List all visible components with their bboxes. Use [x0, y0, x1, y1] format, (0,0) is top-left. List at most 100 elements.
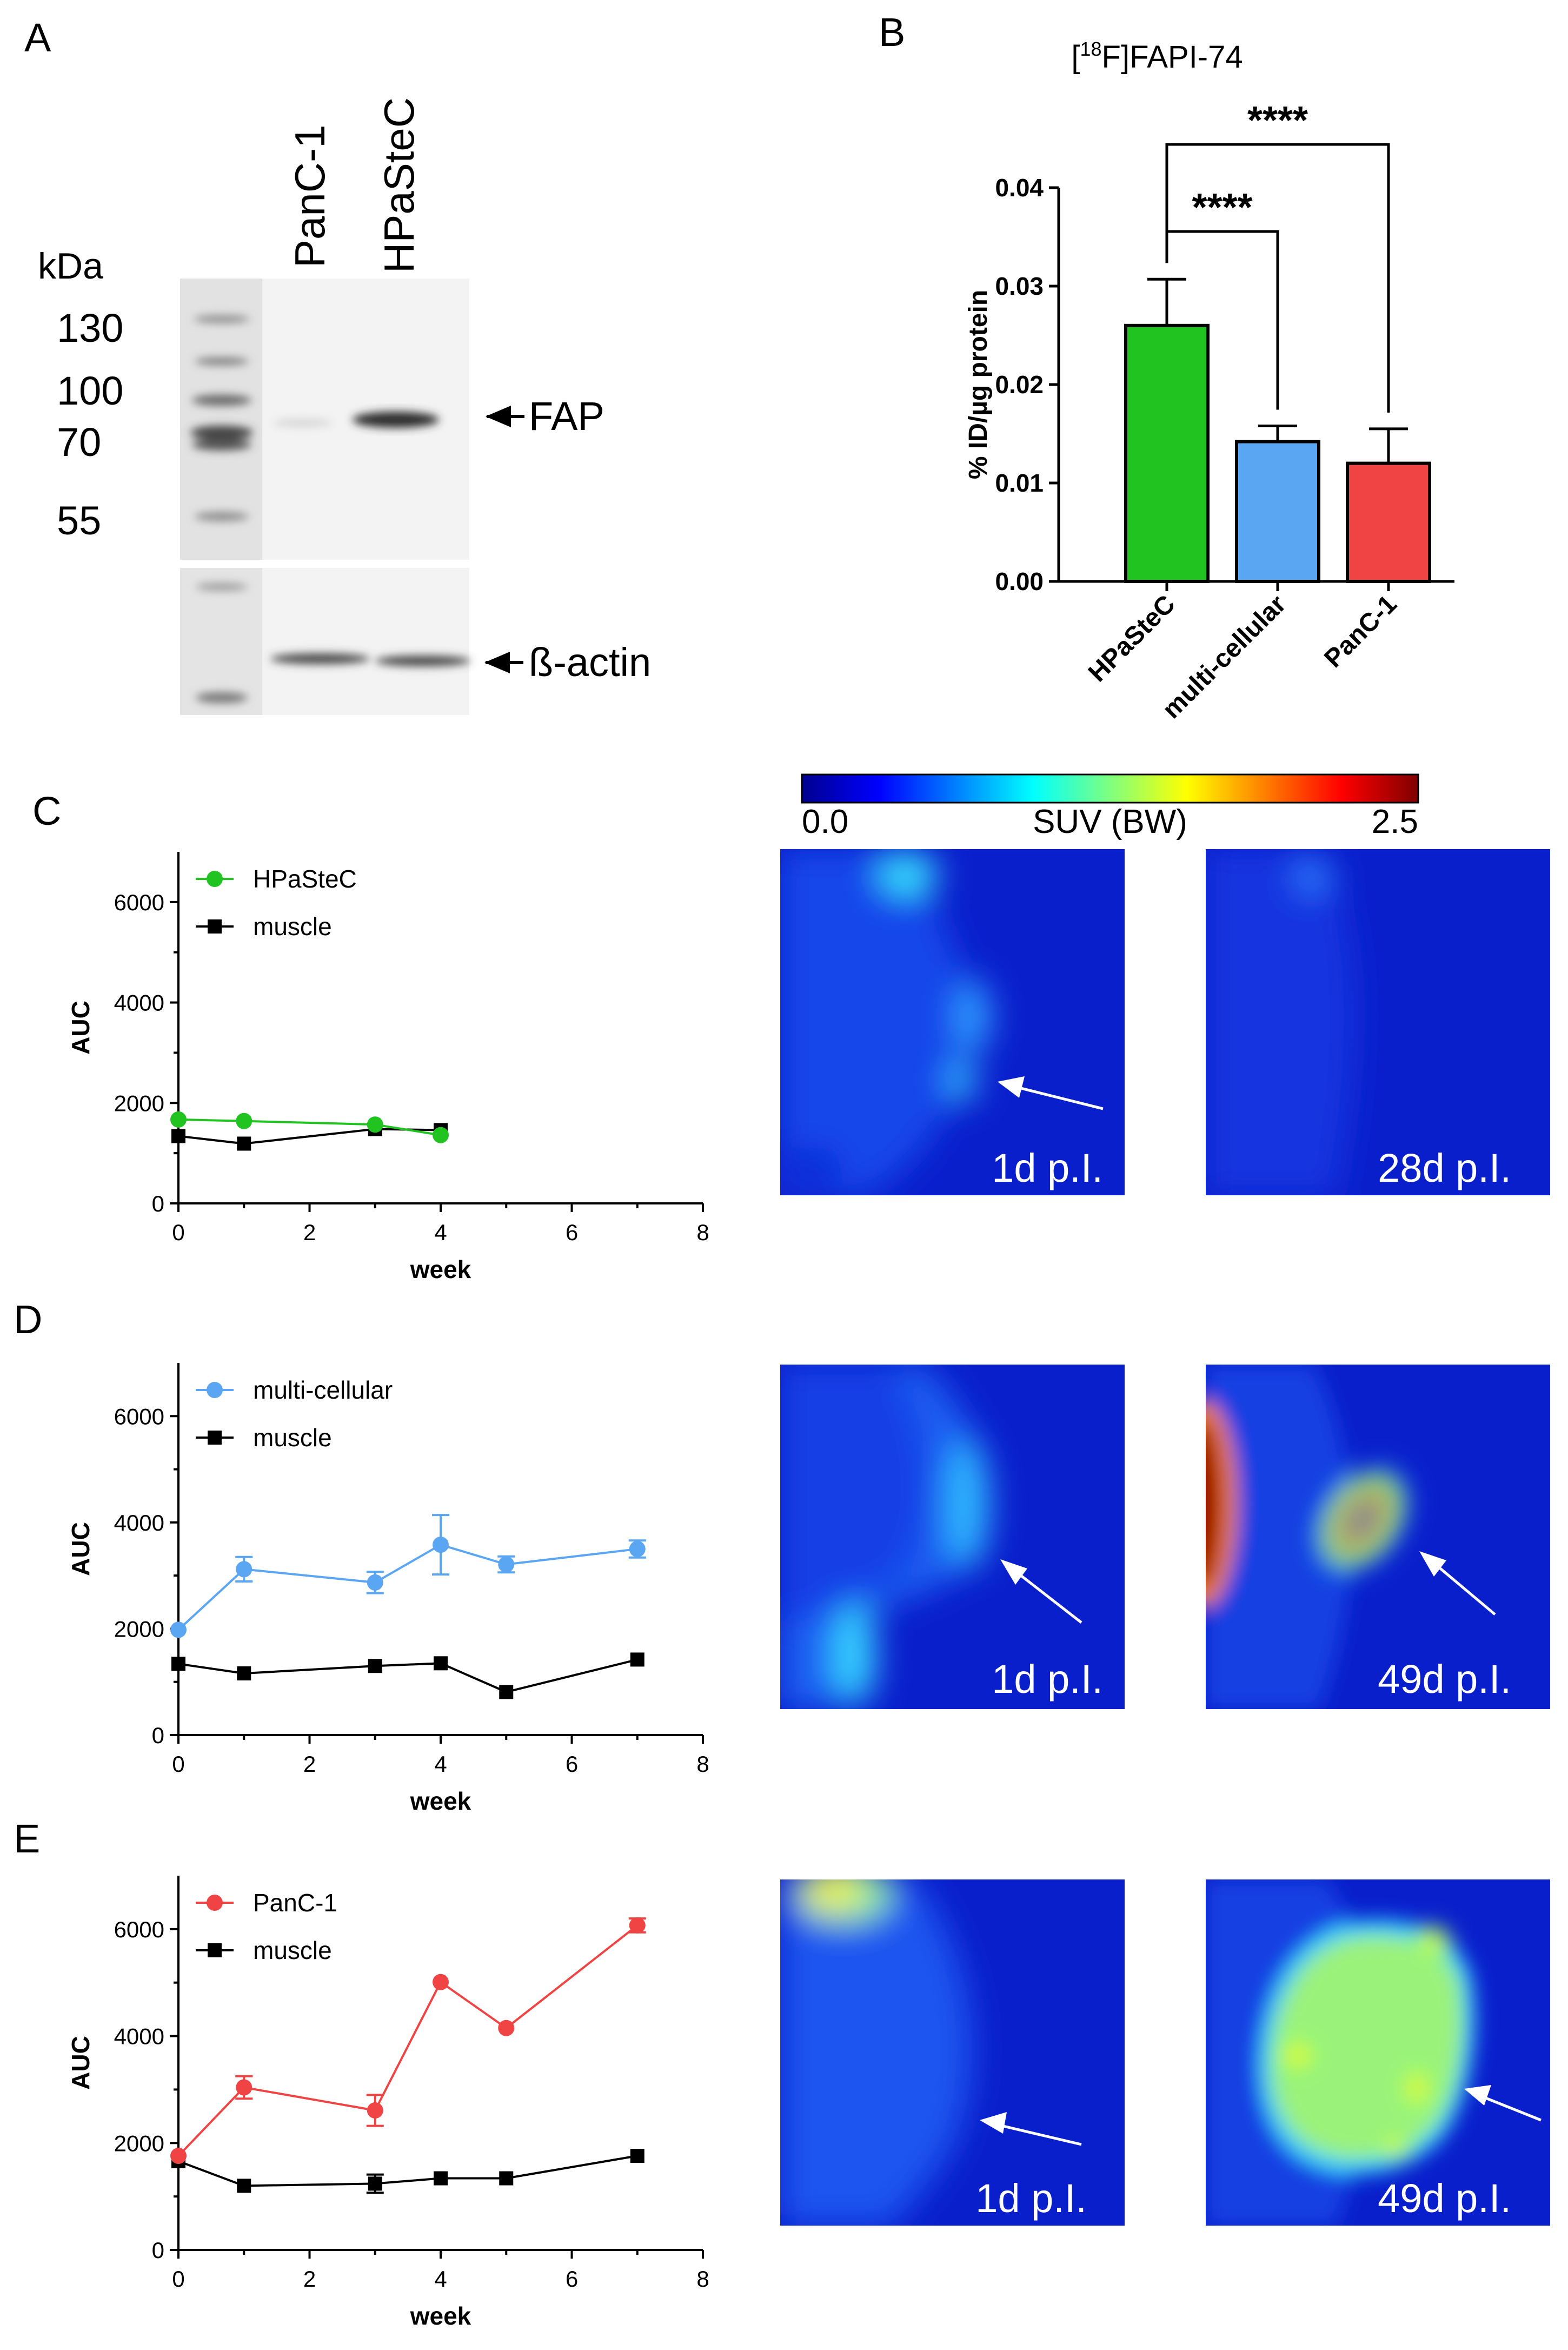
x-axis-label: week [410, 2302, 471, 2330]
significance-label: **** [1192, 186, 1252, 229]
pet-image-e-1d: 1d p.I. [780, 1879, 1125, 2226]
x-tick-label: 4 [434, 1751, 447, 1777]
point-muscle [499, 2171, 514, 2186]
bar-panc-1 [1346, 461, 1431, 583]
point-muscle [171, 1657, 185, 1671]
x-tick-label: 4 [434, 1220, 447, 1245]
point-muscle [237, 1136, 251, 1151]
y-tick-label: 4000 [114, 1510, 164, 1535]
point-panc-1 [367, 2102, 383, 2119]
point-muscle [434, 1656, 448, 1671]
marker-100: 100 [57, 368, 123, 413]
chart-b: 0.00 0.01 0.02 0.03 0.04 % ID/µg protein HPaSt… [964, 99, 1454, 724]
point-muscle [630, 2149, 645, 2163]
y-tick-label: 2000 [114, 1616, 164, 1641]
y-tick-label: 6000 [114, 890, 164, 915]
point-panc-1 [433, 1974, 449, 1990]
chart-b-title: [18F]FAPI-74 [1071, 38, 1243, 75]
lane-label-hpastec: HPaSteC [375, 97, 423, 273]
point-multi-cellular [498, 1556, 515, 1573]
pet-image-e-49d: 49d p.I. [1206, 1879, 1550, 2226]
colorbar-max: 2.5 [1372, 803, 1418, 840]
ladder-bands [190, 315, 253, 521]
x-tick-label: 6 [566, 2266, 578, 2292]
legend-marker [208, 919, 222, 934]
series-line-muscle [178, 1128, 441, 1145]
kda-label: kDa [38, 246, 103, 287]
colorbar-gradient [801, 773, 1419, 804]
legend-label: muscle [253, 912, 332, 941]
colorbar: 0.0 SUV (BW) 2.5 [801, 773, 1419, 840]
x-tick-label: 0 [172, 1220, 184, 1245]
colorbar-min: 0.0 [802, 803, 848, 840]
y-axis-label: % ID/µg protein [964, 290, 993, 479]
x-tick-label: 0 [172, 2266, 184, 2292]
chart-d: 0 2000 4000 6000 0 2 4 6 8 week AUC multi-cellular m… [67, 1363, 709, 1815]
x-tick-label: 0 [172, 1751, 184, 1777]
legend-marker [208, 1943, 222, 1957]
panel-label-e: E [14, 1816, 40, 1861]
y-tick-label: 4000 [114, 2024, 164, 2049]
y-tick-label: 2000 [114, 2130, 164, 2156]
y-tick-label: 4000 [114, 990, 164, 1016]
y-axis-label: AUC [67, 1001, 95, 1055]
lane-label-panc1: PanC-1 [286, 125, 334, 268]
y-tick-label: 0.01 [995, 469, 1044, 497]
legend-label: muscle [253, 1936, 332, 1964]
pet-image-c-28d: 28d p.I. [1206, 849, 1550, 1195]
bar-hpastec [1124, 323, 1210, 583]
image-label-d-1: 1d p.I. [992, 1657, 1103, 1702]
point-muscle [237, 2179, 251, 2193]
x-axis-label: week [410, 1255, 471, 1283]
fap-label: FAP [529, 394, 604, 439]
panel-label-b: B [879, 10, 905, 55]
point-panc-1 [498, 2020, 515, 2036]
point-muscle [237, 1666, 251, 1680]
panel-label-d: D [14, 1297, 42, 1342]
x-tick-label: 8 [696, 1220, 709, 1245]
point-multi-cellular [629, 1541, 646, 1557]
series-line-panc-1 [177, 1924, 638, 2157]
y-axis-label: AUC [67, 1522, 95, 1576]
fap-band-panc1 [273, 420, 333, 426]
y-tick-label: 6000 [114, 1917, 164, 1942]
actin-label: ß-actin [529, 640, 651, 685]
legend-label: HPaSteC [253, 865, 357, 893]
point-muscle [368, 2176, 382, 2191]
point-multi-cellular [170, 1621, 187, 1638]
legend-marker [207, 1895, 223, 1911]
pet-image-c-1d: 1d p.I. [780, 849, 1125, 1195]
y-tick-label: 6000 [114, 1404, 164, 1429]
chart-e: 0 2000 4000 6000 0 2 4 6 8 week AUC PanC-1 muscle [67, 1876, 709, 2330]
y-tick-label: 2000 [114, 1090, 164, 1116]
point-multi-cellular [433, 1537, 449, 1553]
legend-marker [208, 1431, 222, 1445]
point-muscle [171, 1129, 185, 1143]
image-label-c-2: 28d p.I. [1378, 1146, 1511, 1190]
fap-band-hpastec [353, 412, 439, 428]
point-panc-1 [170, 2148, 187, 2164]
y-tick-label: 0.03 [995, 272, 1044, 300]
point-multi-cellular [367, 1574, 383, 1591]
point-panc-1 [629, 1917, 646, 1934]
significance-bracket [1165, 143, 1390, 413]
series-line-muscle [178, 2155, 638, 2187]
point-muscle [368, 1659, 382, 1673]
image-label-e-1: 1d p.I. [975, 2176, 1087, 2221]
y-axis-label: AUC [67, 2036, 95, 2090]
panel-b: B [18F]FAPI-74 0.00 0.01 0.02 0.03 0.04 % ID/… [879, 10, 1454, 724]
x-tick-label: 8 [696, 1751, 709, 1777]
point-hpastec [170, 1111, 187, 1128]
actin-band-panc1 [270, 653, 370, 664]
legend-label: multi-cellular [253, 1376, 393, 1404]
point-hpastec [367, 1116, 383, 1133]
panel-a: A PanC-1 HPaSteC kDa 130 100 70 55 [24, 15, 651, 715]
y-tick-label: 0.04 [995, 174, 1044, 202]
x-tick-label: 4 [434, 2266, 447, 2292]
point-panc-1 [236, 2079, 253, 2096]
y-tick-label: 0 [152, 2238, 164, 2263]
legend-marker [207, 1382, 223, 1398]
significance-label: **** [1247, 99, 1308, 142]
point-hpastec [433, 1127, 449, 1143]
